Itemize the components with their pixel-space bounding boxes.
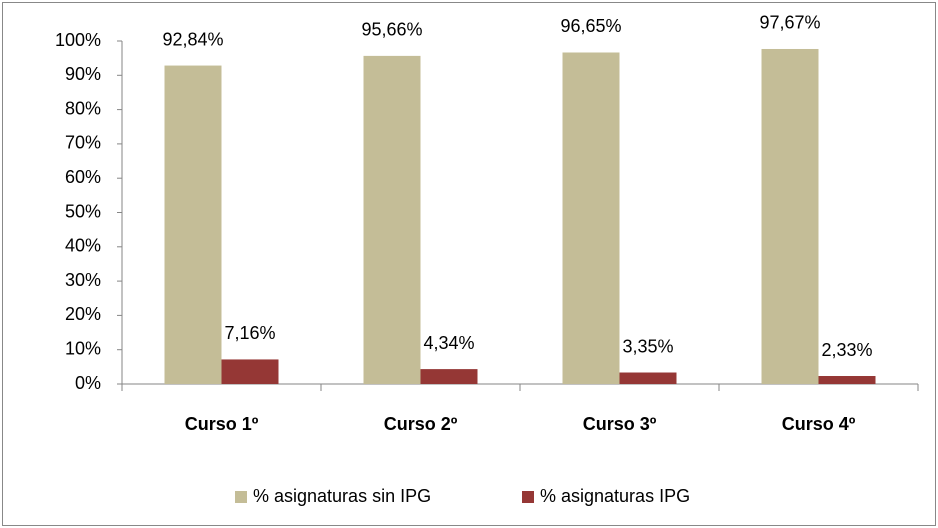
- bar: [420, 369, 478, 384]
- bar: [562, 52, 620, 384]
- legend-swatch: [522, 491, 534, 503]
- y-tick-label: 20%: [65, 304, 101, 324]
- x-tick-label: Curso 2º: [384, 414, 458, 434]
- y-tick-label: 0%: [75, 373, 101, 393]
- legend-label: % asignaturas IPG: [540, 486, 690, 506]
- y-tick-label: 60%: [65, 167, 101, 187]
- bar: [619, 372, 677, 384]
- data-label: 96,65%: [560, 16, 621, 36]
- data-label: 7,16%: [224, 323, 275, 343]
- y-tick-label: 100%: [55, 30, 101, 50]
- data-label: 3,35%: [622, 336, 673, 356]
- x-tick-label: Curso 3º: [583, 414, 657, 434]
- data-label: 4,34%: [423, 333, 474, 353]
- x-tick-label: Curso 4º: [782, 414, 856, 434]
- data-label: 97,67%: [759, 13, 820, 33]
- y-tick-label: 40%: [65, 236, 101, 256]
- y-tick-label: 10%: [65, 338, 101, 358]
- bar: [818, 376, 876, 384]
- bar: [761, 48, 819, 384]
- data-label: 2,33%: [821, 340, 872, 360]
- y-tick-label: 50%: [65, 201, 101, 221]
- legend-swatch: [235, 491, 247, 503]
- legend-label: % asignaturas sin IPG: [253, 486, 431, 506]
- bar: [164, 65, 222, 384]
- bar: [221, 359, 279, 384]
- y-tick-label: 90%: [65, 64, 101, 84]
- y-tick-label: 70%: [65, 133, 101, 153]
- data-label: 95,66%: [361, 20, 422, 40]
- x-tick-label: Curso 1º: [185, 414, 259, 434]
- data-label: 92,84%: [162, 29, 223, 49]
- bar: [363, 55, 421, 384]
- y-tick-label: 80%: [65, 98, 101, 118]
- y-tick-label: 30%: [65, 270, 101, 290]
